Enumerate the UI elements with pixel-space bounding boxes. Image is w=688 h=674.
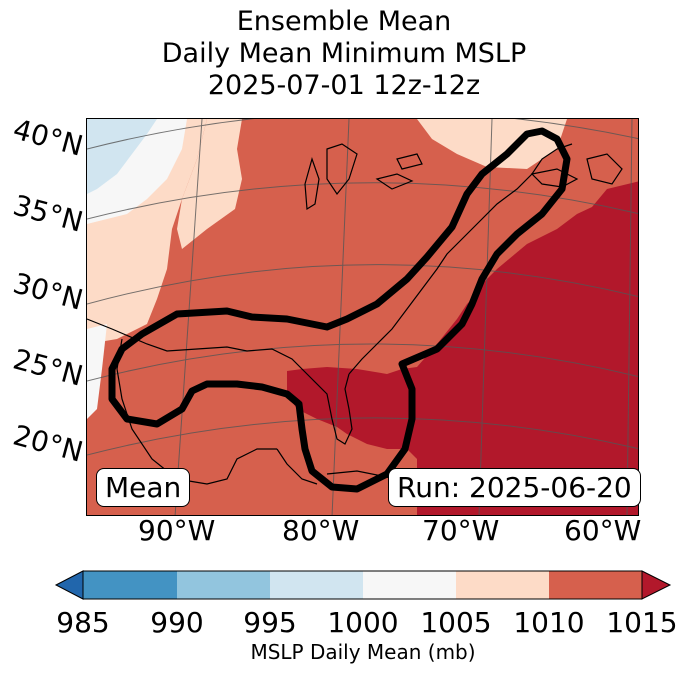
colorbar-995-1000 xyxy=(270,571,363,599)
great-lakes-2 xyxy=(304,157,320,211)
lat-30 xyxy=(87,264,638,305)
map-svg xyxy=(87,119,638,515)
map-panel xyxy=(86,118,639,516)
lon-90 xyxy=(174,119,203,515)
nova-scotia xyxy=(530,168,579,188)
colorbar-extend-high xyxy=(641,570,672,600)
colorbar-tick-1005: 1005 xyxy=(420,606,492,639)
colorbar-1000-1005 xyxy=(363,571,456,599)
field-995 xyxy=(87,119,157,194)
gulf-coast xyxy=(87,318,353,445)
field-1005-north xyxy=(177,119,242,249)
colorbar-extend-low xyxy=(54,570,84,600)
colorbar-label: MSLP Daily Mean (mb) xyxy=(250,640,476,664)
lat-20 xyxy=(87,417,638,456)
lat-label-40: 40°N xyxy=(9,112,87,163)
east-coast xyxy=(348,143,573,375)
colorbar-1010-1015 xyxy=(549,571,642,599)
colorbar-tick-1000: 1000 xyxy=(327,606,399,639)
contour-outline xyxy=(108,127,571,493)
great-lakes-3 xyxy=(375,173,414,190)
colorbar-tick-990: 990 xyxy=(150,606,204,639)
lon-label-80: 80°W xyxy=(282,514,360,547)
great-lakes-4 xyxy=(396,153,423,170)
field-1000-south xyxy=(87,324,107,419)
mean-box: Mean xyxy=(96,468,191,507)
colorbar-985-990 xyxy=(83,571,177,599)
colorbar-990-995 xyxy=(177,571,270,599)
lon-70 xyxy=(478,119,493,515)
run-date-box: Run: 2025-06-20 xyxy=(388,468,641,507)
title-line-3: 2025-07-01 12z-12z xyxy=(207,70,481,101)
yucatan xyxy=(276,448,318,485)
colorbar-tick-1015: 1015 xyxy=(606,606,678,639)
lon-label-60: 60°W xyxy=(564,514,642,547)
lon-label-70: 70°W xyxy=(422,514,500,547)
great-lakes-1 xyxy=(326,143,358,196)
lon-60 xyxy=(626,119,633,515)
newfoundland xyxy=(586,153,623,185)
lat-35 xyxy=(87,182,638,220)
colorbar-tick-1010: 1010 xyxy=(513,606,585,639)
colorbar-tick-985: 985 xyxy=(56,606,110,639)
lat-label-35: 35°N xyxy=(9,188,87,239)
lat-label-30: 30°N xyxy=(9,266,87,317)
lon-label-90: 90°W xyxy=(138,514,216,547)
colorbar-1005-1010 xyxy=(456,571,549,599)
lat-label-20: 20°N xyxy=(9,418,87,469)
lat-25 xyxy=(87,343,638,382)
colorbar xyxy=(54,570,672,600)
colorbar-tick-995: 995 xyxy=(243,606,297,639)
title-line-2: Daily Mean Minimum MSLP xyxy=(161,38,527,69)
title-line-1: Ensemble Mean xyxy=(236,6,452,37)
lat-40 xyxy=(87,119,638,150)
lat-label-25: 25°N xyxy=(9,342,87,393)
